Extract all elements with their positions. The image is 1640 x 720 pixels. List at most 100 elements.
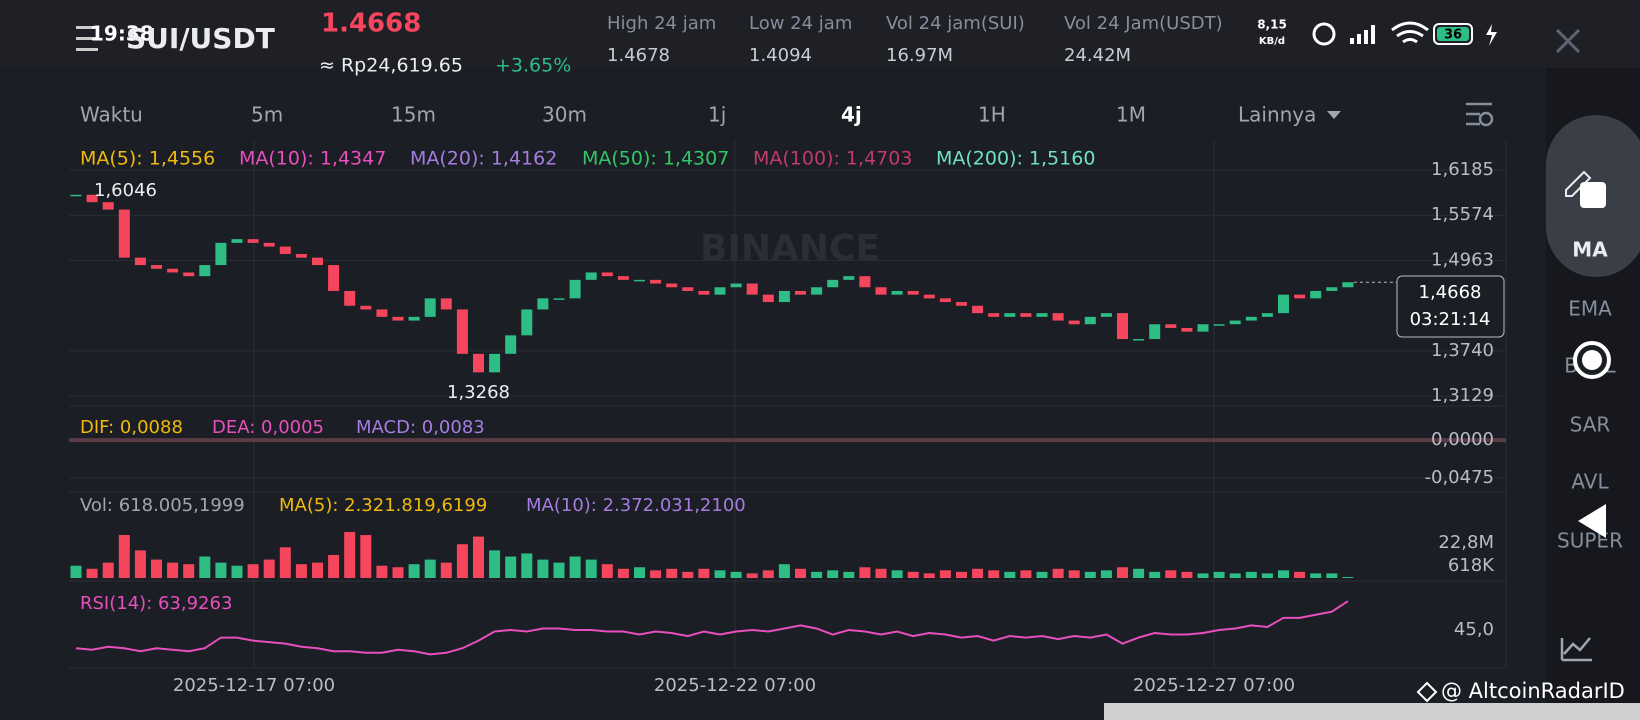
candle [1342,282,1354,288]
candle [215,242,227,266]
volume-bar [923,573,935,578]
volume-bar [295,564,307,578]
candle [312,257,323,266]
timeframe[interactable]: Waktu [80,103,143,127]
volume-bar [1181,571,1193,578]
volume-bar [183,564,195,578]
candle [988,313,1000,317]
candle [263,242,275,247]
macd-legend: DEA: 0,0005 [212,417,324,438]
volume-bar [70,565,82,578]
volume-bar [585,559,597,578]
macd-legend: DIF: 0,0088 [80,417,183,438]
x-label: 2025-12-27 07:00 [1133,675,1295,696]
volume-bar [231,565,243,578]
volume-bar [778,564,790,578]
rsi-tick-label: 45,0 [1454,619,1494,640]
record-dot [1582,350,1602,370]
volume-bar [199,556,211,578]
price-idr: ≈ Rp24,619.65 [319,55,463,77]
side-menu-item[interactable]: AVL [1571,470,1609,494]
credit: @ AltcoinRadarID [1441,679,1625,703]
candle [86,194,98,203]
volume-bar [1229,573,1241,578]
volume-bar [891,570,903,578]
volume-bar [424,559,436,578]
timeframe[interactable]: 1H [978,103,1006,127]
volume-bar [1310,573,1322,578]
volume-bar [328,554,340,578]
stat-label: Vol 24 Jam(USDT) [1064,13,1223,34]
timeframe[interactable]: 30m [542,103,587,127]
stat-value: 16.97M [886,45,953,66]
candle [231,239,243,243]
x-label: 2025-12-17 07:00 [173,675,335,696]
settings-icon-circle [1478,111,1494,127]
side-menu-item[interactable]: SAR [1570,413,1611,437]
candle [762,294,774,303]
timeframe[interactable]: 15m [391,103,436,127]
timeframe[interactable]: 1j [708,103,726,127]
y-tick-label: 1,6185 [1431,159,1494,180]
ma-legend: MA(5): 1,4556 [80,148,215,170]
candle [698,290,710,295]
macd-legend: MACD: 0,0083 [356,417,485,438]
volume-bar [843,571,855,578]
candle [1197,324,1209,332]
volume-bar [360,535,372,578]
candle [199,265,211,277]
timeframe[interactable]: Lainnya [1238,103,1316,127]
candle [923,294,935,299]
back-icon[interactable] [1578,504,1606,538]
timeframe[interactable]: 4j [841,103,862,127]
candle [682,287,694,291]
net-unit: KB/d [1259,36,1285,47]
candle [537,298,549,310]
volume-bar [263,559,275,578]
candle [1245,316,1257,321]
volume-bar [811,571,823,578]
candle [891,290,903,295]
candle [939,298,951,303]
candle [811,287,823,295]
close-button[interactable] [1555,28,1581,54]
menu-icon[interactable] [76,26,98,51]
candle [473,353,484,373]
pair[interactable]: SUI/USDT [126,22,275,55]
high-label: 1,6046 [94,180,157,201]
candle [730,283,742,288]
volume-bar [215,562,227,578]
square-icon [1580,182,1606,208]
side-menu-item[interactable]: SUPER [1557,529,1623,553]
candle [1213,324,1225,326]
candle [585,272,597,280]
volume-bar [1245,571,1257,578]
candle [167,268,179,273]
volume-bar [1084,571,1096,578]
chart-icon[interactable] [1560,637,1592,662]
net-speed: 8,15 [1257,18,1287,32]
side-menu-item[interactable]: EMA [1568,297,1612,321]
credit-icon [1416,681,1438,703]
ma-legend: MA(20): 1,4162 [410,148,557,170]
volume-bar [118,535,130,578]
timeframe[interactable]: 1M [1116,103,1146,127]
volume-bar [473,536,484,578]
candle [456,309,468,354]
candle [1294,294,1306,299]
volume-bar [134,550,146,578]
rsi-legend: RSI(14): 63,9263 [80,593,232,614]
timeframe[interactable]: 5m [251,103,283,127]
volume-bar [939,570,951,578]
settings-icon[interactable] [1466,102,1492,126]
volume-bar [537,559,549,578]
candle [746,283,758,295]
candle [666,283,678,288]
side-menu-item[interactable]: MA [1572,238,1608,262]
volume-bar [505,556,517,578]
candle [408,316,420,321]
macd-tick-label: -0,0475 [1425,467,1494,488]
candle [505,335,517,354]
